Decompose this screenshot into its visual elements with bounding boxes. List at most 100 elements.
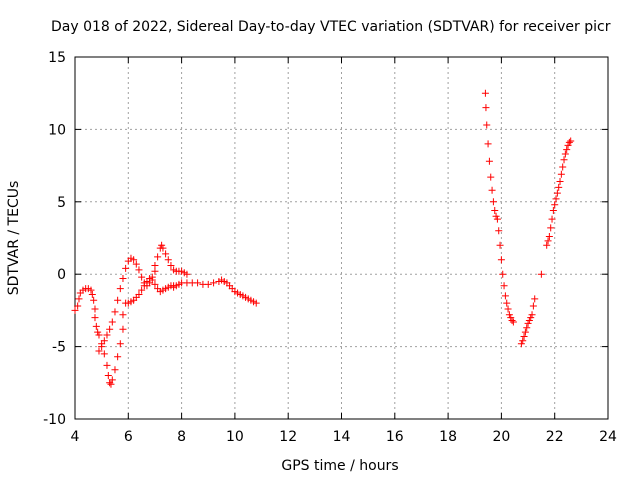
data-point (528, 311, 536, 319)
data-point (482, 104, 490, 112)
data-point (557, 170, 565, 178)
series-segment-f (170, 276, 260, 307)
x-axis-label: GPS time / hours (281, 458, 398, 474)
data-point (71, 306, 79, 314)
data-point (481, 89, 489, 97)
data-point (544, 237, 552, 245)
data-point (88, 290, 96, 298)
x-tick-label: 12 (279, 429, 297, 445)
data-point (560, 156, 568, 164)
data-point (523, 324, 531, 332)
data-point (114, 353, 122, 361)
data-point (252, 299, 260, 307)
data-point (95, 347, 103, 355)
data-point (92, 322, 100, 330)
data-point (483, 121, 491, 129)
data-point (119, 311, 127, 319)
series-segment-h (517, 295, 539, 348)
data-point (164, 256, 172, 264)
data-point (130, 256, 138, 264)
data-point (504, 305, 512, 313)
x-tick-label: 14 (333, 429, 351, 445)
data-point (564, 141, 572, 149)
data-point (547, 224, 555, 232)
data-point (496, 241, 504, 249)
chart-title: Day 018 of 2022, Sidereal Day-to-day VTE… (51, 19, 611, 35)
data-point (489, 198, 497, 206)
data-point (563, 146, 571, 154)
data-point (159, 244, 167, 252)
data-point (524, 319, 532, 327)
data-point (521, 328, 529, 336)
data-point (116, 340, 124, 348)
data-point (561, 150, 569, 158)
data-point (151, 280, 159, 288)
data-point (162, 250, 170, 258)
data-point (90, 296, 98, 304)
data-point (525, 317, 533, 325)
data-point (94, 328, 102, 336)
data-point (104, 372, 112, 380)
data-point (491, 206, 499, 214)
data-point (484, 140, 492, 148)
series-segment-c (119, 275, 178, 319)
data-point (183, 270, 191, 278)
series-segment-j (543, 137, 575, 249)
grid-lines (75, 57, 608, 419)
data-point (98, 343, 106, 351)
data-point (111, 366, 119, 374)
data-point (548, 215, 556, 223)
data-point (545, 233, 553, 241)
x-tick-label: 18 (439, 429, 457, 445)
data-point (537, 270, 545, 278)
data-point (146, 279, 154, 287)
data-point (91, 314, 99, 322)
data-point (553, 189, 561, 197)
data-point (555, 183, 563, 191)
data-point (122, 264, 130, 272)
x-tick-label: 24 (599, 429, 617, 445)
data-point (520, 332, 528, 340)
data-point (114, 296, 122, 304)
data-point (565, 138, 573, 146)
data-point (106, 325, 114, 333)
y-tick-label: 0 (57, 267, 66, 283)
x-tick-label: 22 (546, 429, 564, 445)
plot-frame (74, 56, 609, 420)
data-point (210, 279, 218, 287)
x-tick-label: 16 (386, 429, 404, 445)
data-point (116, 285, 124, 293)
data-point (567, 137, 575, 145)
data-point (138, 286, 146, 294)
data-point (485, 157, 493, 165)
data-point (501, 292, 509, 300)
series-segment-e (151, 241, 191, 278)
data-point (108, 318, 116, 326)
data-point (531, 295, 539, 303)
series-segment-a (71, 285, 99, 314)
data-point (148, 273, 156, 281)
data-points (71, 89, 575, 388)
data-point (503, 299, 511, 307)
y-tick-label: -5 (52, 340, 66, 356)
data-point (111, 308, 119, 316)
data-point (135, 266, 143, 274)
x-tick-label: 10 (226, 429, 244, 445)
data-point (492, 212, 500, 220)
data-point (108, 376, 116, 384)
data-point (74, 302, 82, 310)
data-point (151, 262, 159, 270)
data-point (158, 241, 166, 249)
data-point (75, 295, 83, 303)
data-point (500, 282, 508, 290)
data-point (103, 361, 111, 369)
data-point (517, 340, 525, 348)
data-point (529, 302, 537, 310)
data-point (103, 331, 111, 339)
data-point (132, 260, 140, 268)
data-point (552, 195, 560, 203)
x-tick-label: 20 (492, 429, 510, 445)
data-point (527, 314, 535, 322)
data-point (559, 163, 567, 171)
